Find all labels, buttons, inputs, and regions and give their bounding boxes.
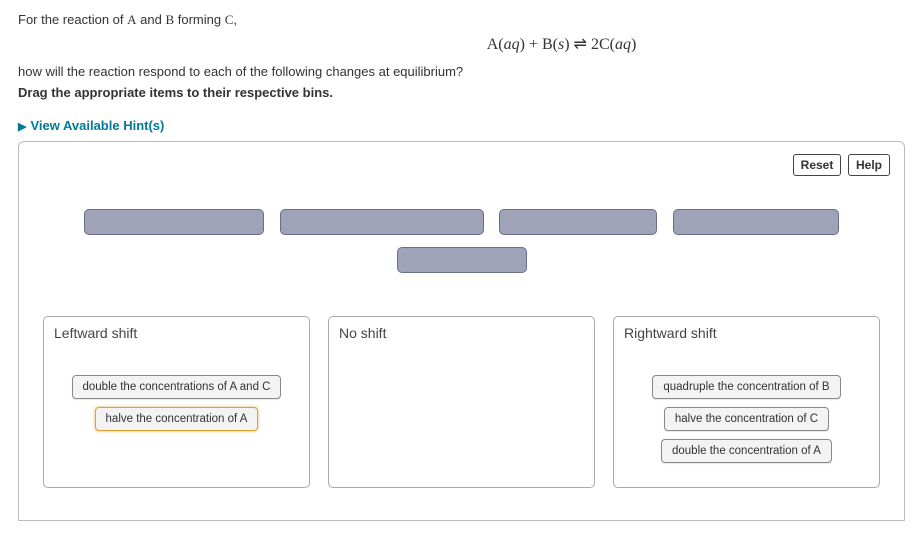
question-block: For the reaction of A and B forming C, A… <box>18 12 905 100</box>
pool-tile[interactable] <box>397 247 527 273</box>
help-button[interactable]: Help <box>848 154 890 176</box>
drag-item[interactable]: quadruple the concentration of B <box>652 375 840 399</box>
pool-row-1 <box>33 206 890 238</box>
text: For the reaction of <box>18 12 127 27</box>
drag-item[interactable]: halve the concentration of A <box>95 407 259 431</box>
reaction-equation: A(aq) + B(s) ⇌ 2C(aq) <box>18 34 905 54</box>
text: and <box>137 12 166 27</box>
pool-tile[interactable] <box>280 209 484 235</box>
question-line1: For the reaction of A and B forming C, <box>18 12 905 28</box>
pool-tile[interactable] <box>673 209 839 235</box>
bin-items: double the concentrations of A and C hal… <box>54 371 299 435</box>
pool-tile[interactable] <box>499 209 657 235</box>
bin-title: Leftward shift <box>54 325 299 341</box>
reset-button[interactable]: Reset <box>793 154 842 176</box>
hints-label: View Available Hint(s) <box>30 118 164 133</box>
caret-right-icon: ▶ <box>18 120 26 133</box>
drag-item[interactable]: double the concentrations of A and C <box>72 375 282 399</box>
workspace-toolbar: Reset Help <box>33 154 890 176</box>
drag-workspace: Reset Help Leftward shift double the con… <box>18 141 905 521</box>
drag-instruction: Drag the appropriate items to their resp… <box>18 85 905 100</box>
text: , <box>233 12 237 27</box>
bin-items: quadruple the concentration of B halve t… <box>624 371 869 467</box>
drag-item[interactable]: halve the concentration of C <box>664 407 829 431</box>
bins-row: Leftward shift double the concentrations… <box>33 316 890 488</box>
item-pool <box>33 206 890 276</box>
var-b: B <box>165 12 174 27</box>
text: forming <box>174 12 225 27</box>
view-hints-toggle[interactable]: ▶ View Available Hint(s) <box>18 118 905 133</box>
pool-row-2 <box>33 244 890 276</box>
bin-rightward[interactable]: Rightward shift quadruple the concentrat… <box>613 316 880 488</box>
bin-noshift[interactable]: No shift <box>328 316 595 488</box>
drag-item[interactable]: double the concentration of A <box>661 439 832 463</box>
var-a: A <box>127 12 136 27</box>
pool-tile[interactable] <box>84 209 264 235</box>
bin-title: Rightward shift <box>624 325 869 341</box>
question-line2: how will the reaction respond to each of… <box>18 64 905 79</box>
bin-title: No shift <box>339 325 584 341</box>
bin-leftward[interactable]: Leftward shift double the concentrations… <box>43 316 310 488</box>
